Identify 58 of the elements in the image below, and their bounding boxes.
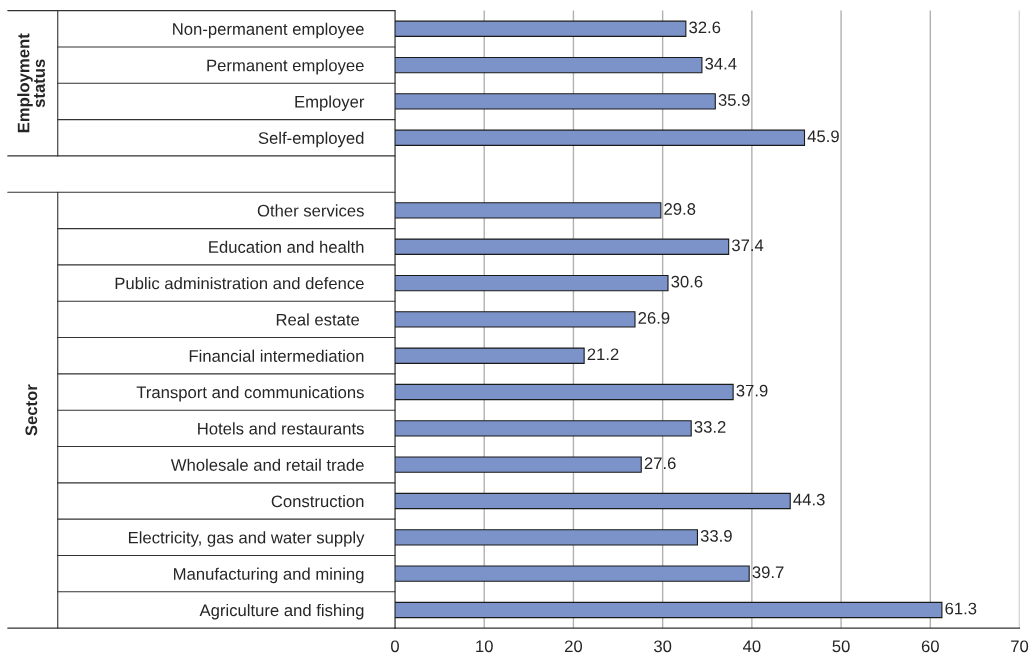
data-label: 33.2 <box>694 421 726 433</box>
data-label: 37.9 <box>736 384 768 397</box>
bar <box>394 456 642 473</box>
data-label: 33.9 <box>700 530 732 542</box>
data-label: 32.6 <box>689 21 721 34</box>
bar <box>394 383 734 401</box>
y-tick-label: Electricity, gas and water supply <box>128 531 365 547</box>
text: Employment status <box>17 33 45 133</box>
bar <box>394 56 703 74</box>
bar <box>394 274 669 292</box>
x-tick-label: 20 <box>565 640 583 653</box>
y-tick-label: Hotels and restaurants <box>198 422 364 435</box>
data-label: 61.3 <box>945 602 977 615</box>
bar <box>394 238 730 255</box>
y-tick-label: Public administration and defence <box>115 277 364 290</box>
y-tick-label: Agriculture and fishing <box>199 603 364 620</box>
data-label: 44.3 <box>793 493 825 506</box>
bar <box>394 20 687 37</box>
data-label: 35.9 <box>718 94 750 106</box>
data-label: 29.8 <box>664 203 696 215</box>
bar <box>394 420 692 437</box>
x-tick-label: 40 <box>742 640 761 653</box>
bar <box>394 347 585 364</box>
y-tick-label: Transport and communications <box>136 385 364 402</box>
y-tick-label: Employer <box>295 95 365 111</box>
bar <box>394 93 716 110</box>
y-tick-label: Financial intermediation <box>189 349 364 362</box>
y-tick-label: Other services <box>257 204 364 217</box>
data-label: 45.9 <box>807 130 839 143</box>
y-tick-label: Education and health <box>209 240 364 253</box>
data-label: 21.2 <box>587 348 619 361</box>
data-label: 39.7 <box>752 566 784 579</box>
y-tick-label: Manufacturing and mining <box>174 567 364 584</box>
x-tick-label: 0 <box>391 640 399 653</box>
data-label: 30.6 <box>671 275 703 288</box>
bar <box>394 529 698 546</box>
bar <box>394 202 662 219</box>
bar <box>394 565 750 582</box>
y-tick-label: Wholesale and retail trade <box>170 458 364 471</box>
bar <box>394 311 636 328</box>
y-tick-label: Construction <box>271 494 364 508</box>
text: Sector <box>25 384 38 436</box>
y-tick-label: Non-permanent employee <box>173 22 364 39</box>
data-label: 26.9 <box>638 312 670 324</box>
y-tick-label: Real estate <box>276 313 360 326</box>
y-tick-label: Self-employed <box>258 131 364 148</box>
y-tick-label: Permanent employee <box>207 59 364 75</box>
x-tick-label: 50 <box>832 640 850 653</box>
bar <box>394 601 943 619</box>
x-tick-label: 10 <box>476 640 493 653</box>
bar <box>394 492 791 510</box>
x-tick-label: 70 <box>1011 640 1029 653</box>
bar <box>394 129 806 146</box>
x-tick-label: 30 <box>654 640 672 653</box>
x-tick-label: 60 <box>921 640 939 653</box>
data-label: 37.4 <box>731 239 764 252</box>
data-label: 27.6 <box>644 457 676 470</box>
data-label: 34.4 <box>705 57 737 70</box>
